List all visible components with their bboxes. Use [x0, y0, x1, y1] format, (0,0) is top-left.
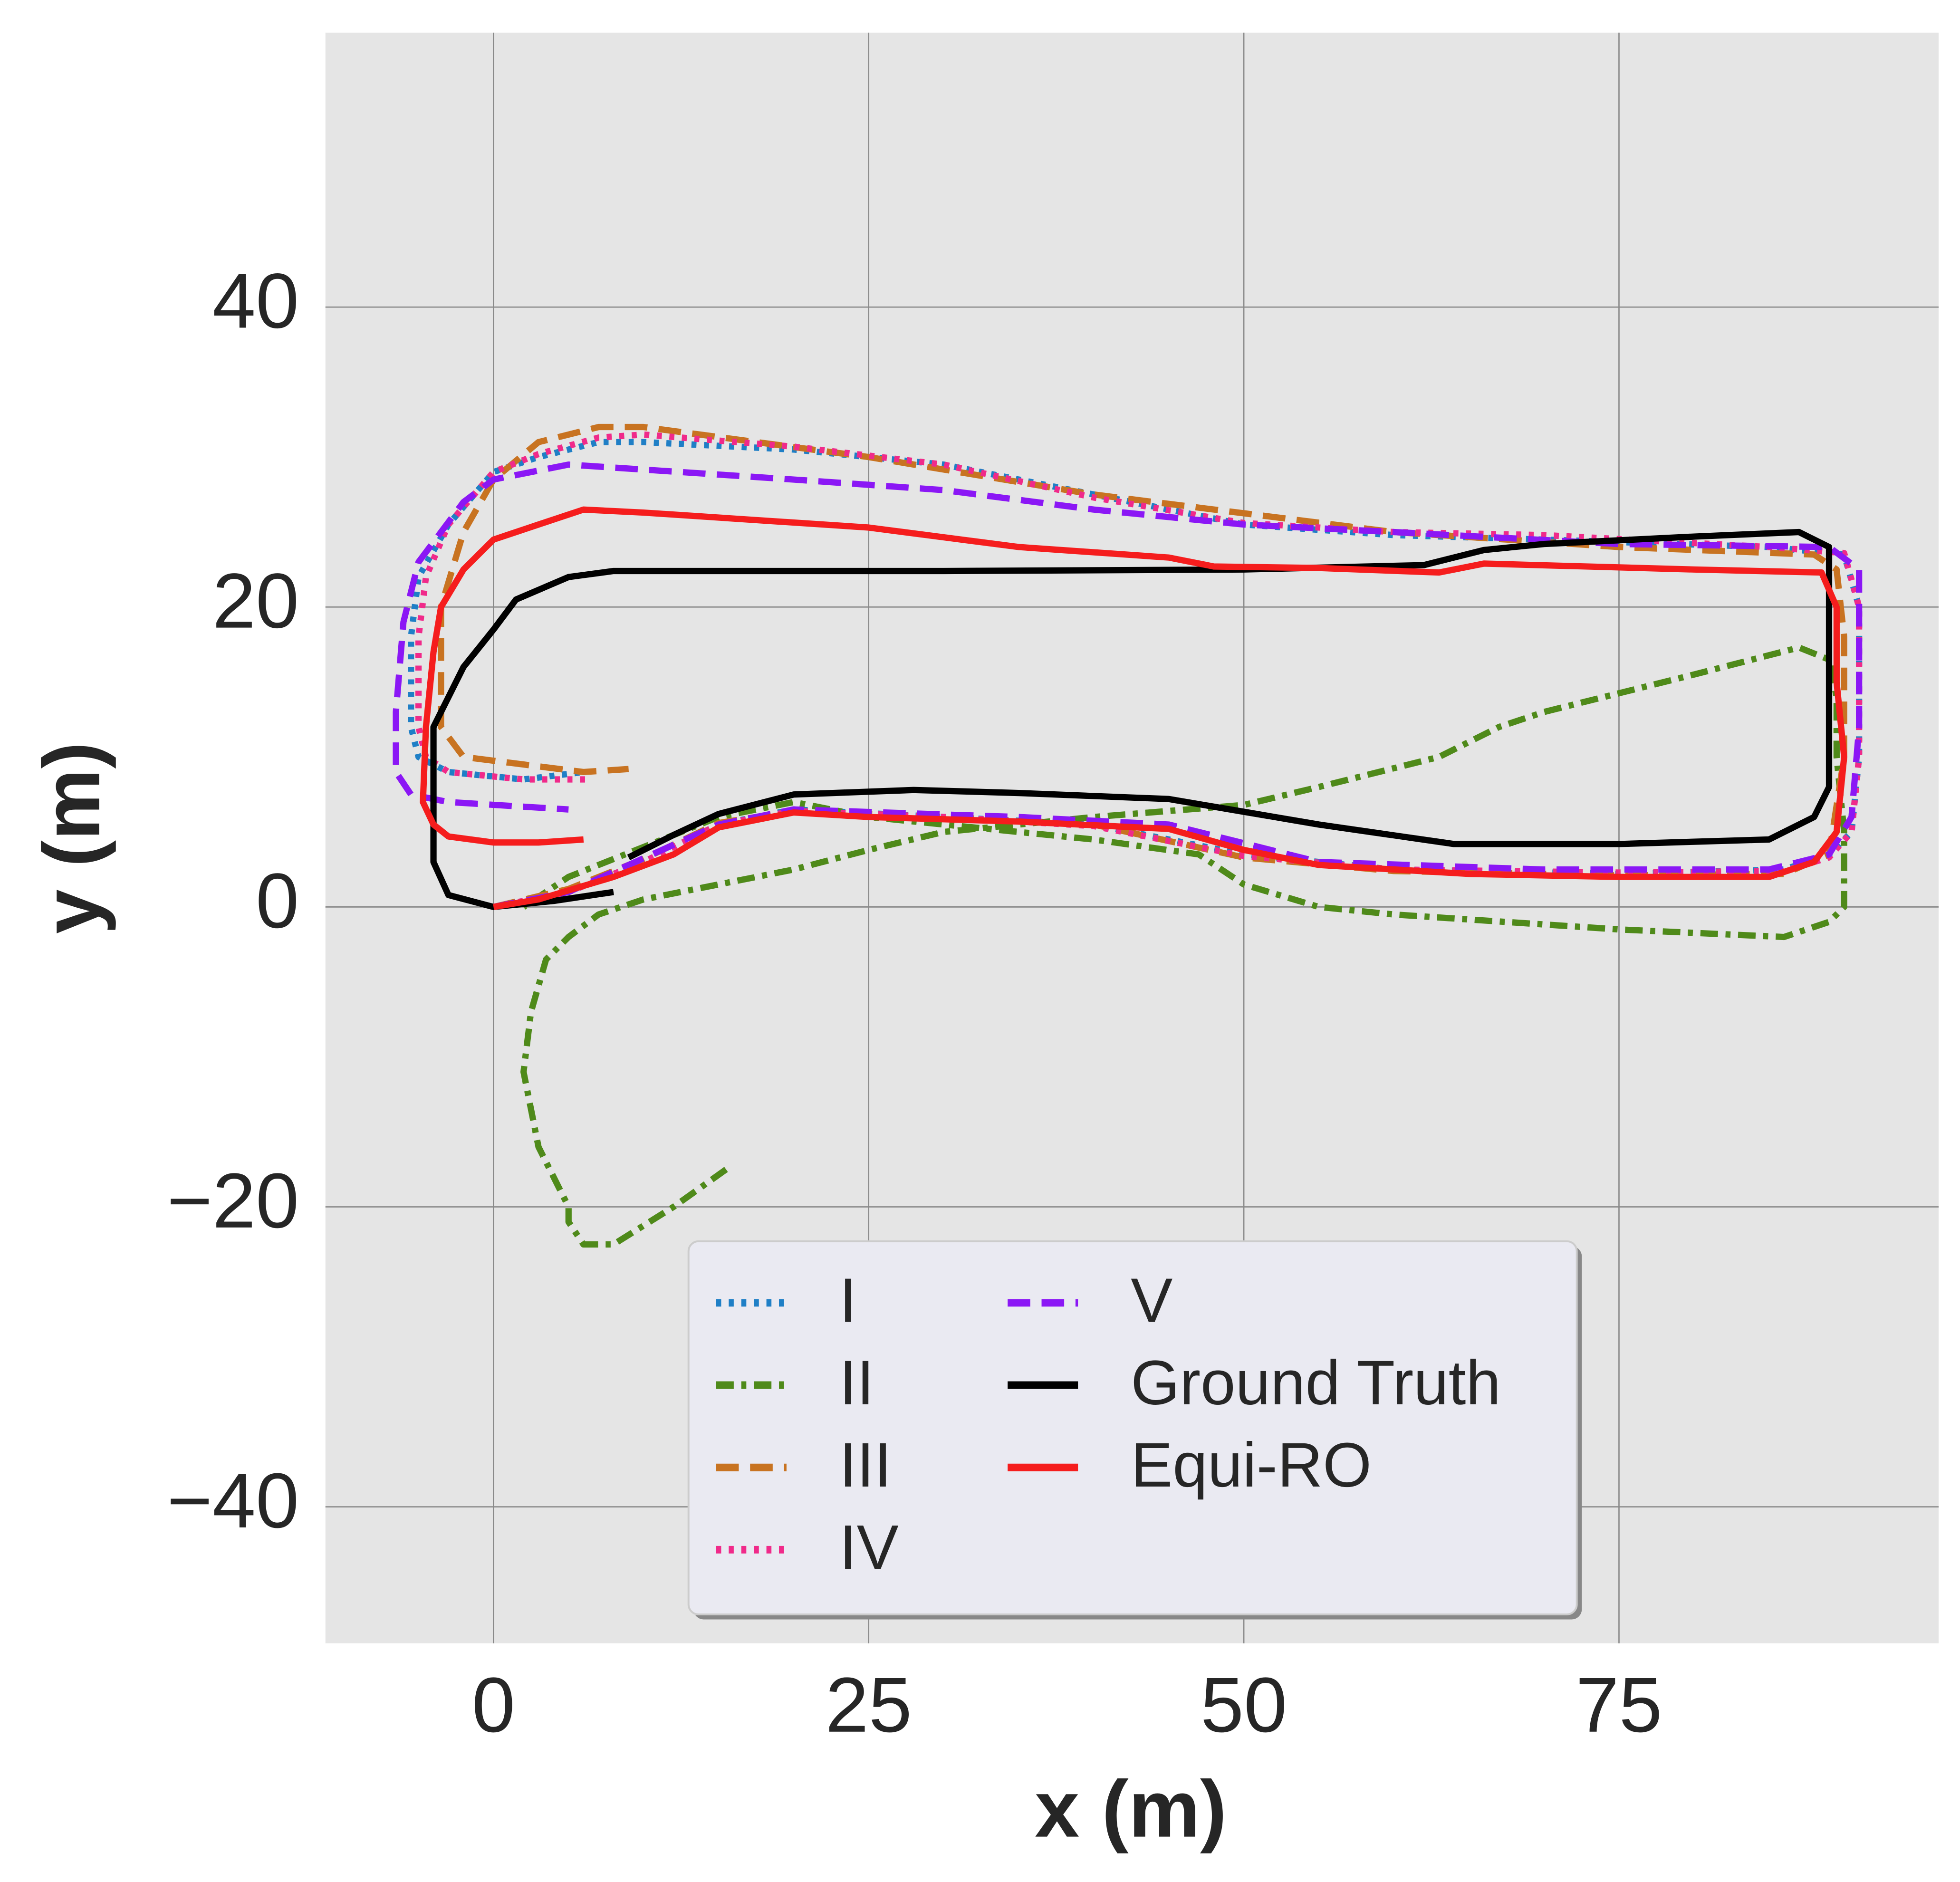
x-tick-label: 25 — [826, 1661, 912, 1748]
series-line — [420, 506, 1847, 910]
legend-label: Ground Truth — [1131, 1348, 1501, 1418]
y-axis-label: y (m) — [27, 742, 116, 934]
y-tick-label: 40 — [212, 257, 299, 344]
x-tick-label: 75 — [1576, 1661, 1662, 1748]
legend-label: III — [839, 1430, 892, 1500]
y-tick-label: 0 — [256, 857, 299, 944]
x-axis-label: x (m) — [1035, 1764, 1227, 1854]
legend-box — [687, 1240, 1578, 1615]
legend-label: Equi-RO — [1131, 1430, 1372, 1500]
y-tick-label: −20 — [167, 1157, 299, 1244]
legend-label: V — [1131, 1266, 1172, 1336]
series-line — [393, 461, 1863, 910]
y-tick-label: −40 — [167, 1457, 299, 1544]
x-tick-label: 0 — [472, 1661, 515, 1748]
legend-label: II — [839, 1348, 874, 1418]
legend-label: I — [839, 1266, 857, 1336]
legend-label: IV — [839, 1512, 899, 1583]
series-line — [520, 644, 1847, 1248]
x-tick-label: 50 — [1201, 1661, 1287, 1748]
y-tick-label: 20 — [212, 557, 299, 644]
series-line — [430, 528, 1833, 910]
